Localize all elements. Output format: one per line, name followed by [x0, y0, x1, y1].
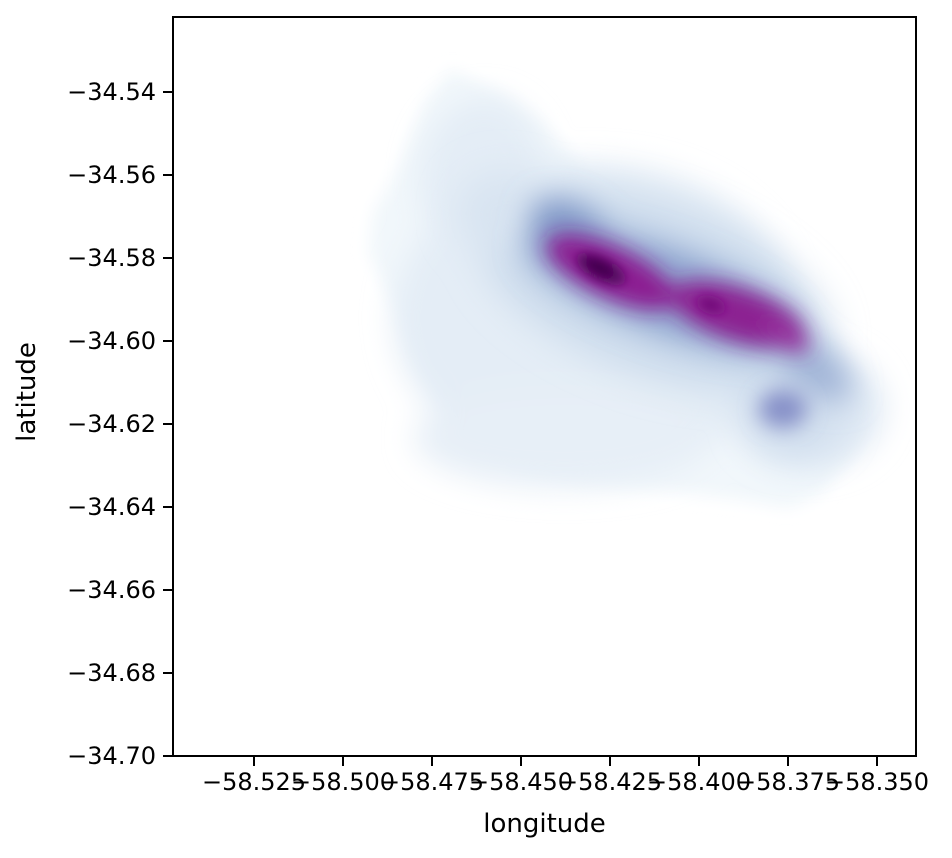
x-tick-mark — [876, 757, 878, 766]
x-tick-label: −58.475 — [379, 768, 485, 796]
y-tick-mark — [163, 506, 172, 508]
kde-density-layer — [369, 69, 884, 508]
x-tick-mark — [698, 757, 700, 766]
x-axis-label: longitude — [483, 809, 606, 839]
y-tick-mark — [163, 340, 172, 342]
x-tick-label: −58.500 — [290, 768, 396, 796]
x-tick-label: −58.400 — [646, 768, 752, 796]
y-tick-label: −34.60 — [67, 327, 156, 355]
x-tick-label: −58.425 — [557, 768, 663, 796]
y-tick-mark — [163, 672, 172, 674]
x-tick-mark — [787, 757, 789, 766]
y-axis-label: latitude — [12, 342, 42, 442]
y-tick-mark — [163, 91, 172, 93]
y-tick-label: −34.68 — [67, 659, 156, 687]
y-tick-label: −34.58 — [67, 244, 156, 272]
density-peak-cores — [576, 252, 726, 315]
y-tick-mark — [163, 423, 172, 425]
y-tick-label: −34.64 — [67, 493, 156, 521]
y-tick-mark — [163, 755, 172, 757]
density-small-blob — [759, 390, 807, 428]
y-tick-label: −34.62 — [67, 410, 156, 438]
y-tick-mark — [163, 257, 172, 259]
y-tick-label: −34.66 — [67, 576, 156, 604]
x-tick-mark — [609, 757, 611, 766]
y-tick-mark — [163, 174, 172, 176]
y-tick-label: −34.54 — [67, 78, 156, 106]
x-tick-label: −58.350 — [824, 768, 930, 796]
y-tick-label: −34.56 — [67, 161, 156, 189]
y-tick-mark — [163, 589, 172, 591]
x-tick-label: −58.375 — [735, 768, 841, 796]
x-tick-mark — [520, 757, 522, 766]
x-tick-mark — [342, 757, 344, 766]
x-tick-label: −58.450 — [468, 768, 574, 796]
x-tick-mark — [253, 757, 255, 766]
x-tick-mark — [431, 757, 433, 766]
plot-area — [172, 16, 917, 757]
x-tick-label: −58.525 — [201, 768, 307, 796]
y-tick-label: −34.70 — [67, 742, 156, 770]
